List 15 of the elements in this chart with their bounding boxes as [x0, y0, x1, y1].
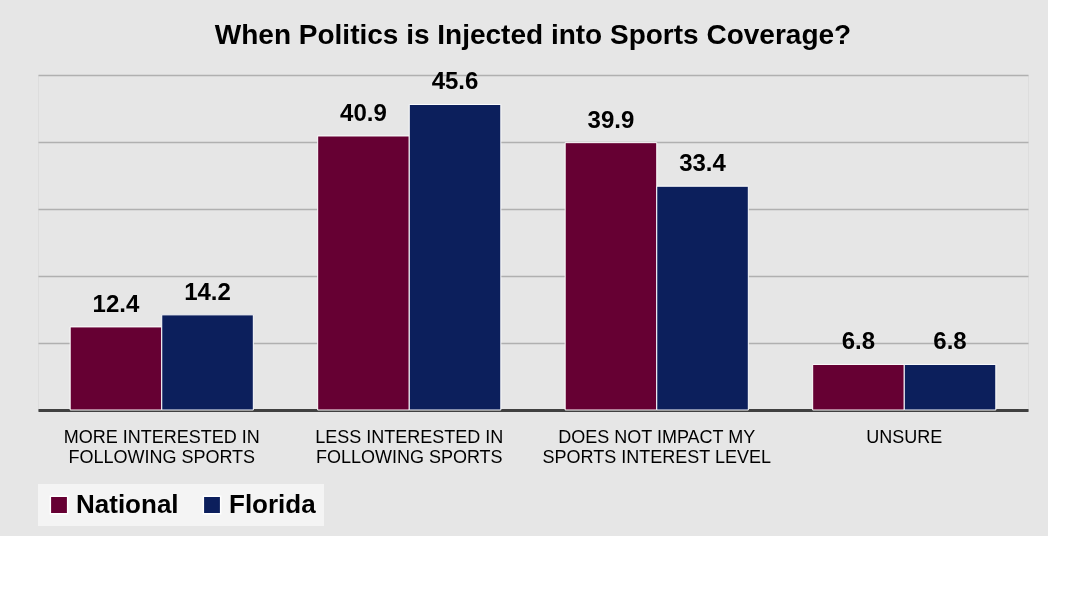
data-label: 39.9 [587, 105, 635, 133]
data-label: 33.4 [679, 149, 727, 177]
legend-label: National [76, 489, 179, 519]
x-tick-label: LESS INTERESTED IN FOLLOWING SPORTS [315, 426, 504, 467]
x-tick-label: DOES NOT IMPACT MY SPORTS INTEREST LEVEL [542, 426, 771, 467]
data-label: 12.4 [92, 289, 140, 317]
x-tick-label: MORE INTERESTED IN FOLLOWING SPORTS [63, 426, 260, 467]
data-label: 6.8 [933, 327, 967, 355]
legend-label: Florida [229, 489, 317, 519]
chart-title: When Politics is Injected into Sports Coverage? [214, 19, 852, 51]
data-label: 14.2 [184, 277, 231, 305]
x-tick-label: UNSURE [866, 426, 943, 447]
data-label: 45.6 [431, 67, 479, 95]
data-label: 6.8 [841, 327, 876, 355]
data-label: 40.9 [340, 98, 387, 126]
